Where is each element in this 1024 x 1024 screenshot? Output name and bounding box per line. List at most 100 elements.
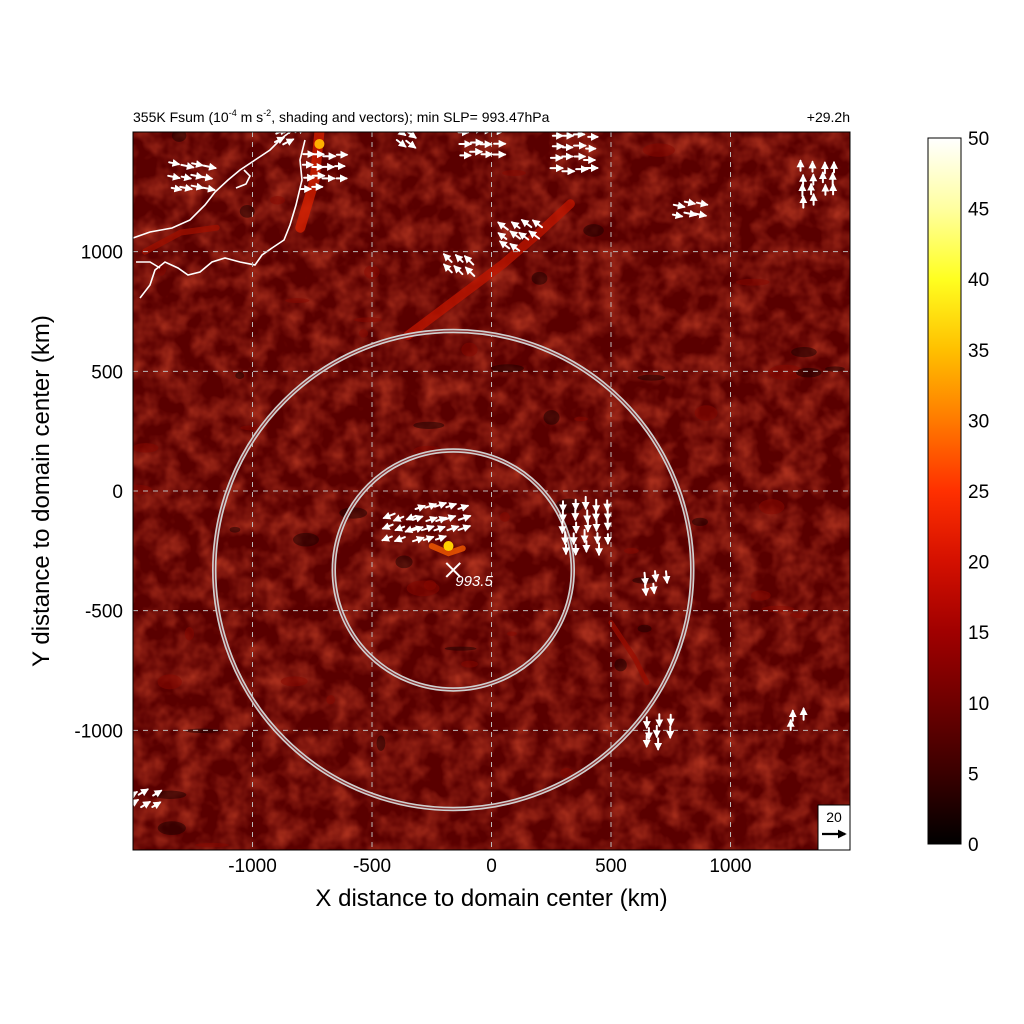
heatmap-blob [413,421,445,429]
x-tick-label: -1000 [228,856,277,877]
heatmap-blob [825,366,845,372]
heatmap-blob [444,646,477,651]
flux-vector [454,254,464,263]
heatmap-blob [768,364,804,381]
coastline-path [235,169,251,189]
reference-vector-box: 20 [817,804,851,851]
heatmap-streak [428,543,466,557]
flux-vector [518,231,530,241]
flux-vector [497,232,508,241]
heatmap-blob [491,364,524,373]
heatmap-blob [637,624,652,633]
x-tick-label: -500 [353,856,391,877]
heatmap-blob [195,842,230,848]
range-circles [212,328,695,812]
flux-vector [509,243,521,252]
flux-vector [137,788,149,797]
x-axis-title: X distance to domain center (km) [315,885,667,912]
flux-vector [191,160,204,168]
flux-vector [446,524,460,533]
colorbar-gradient [927,137,962,845]
x-tick-label: 0 [486,856,497,877]
chart-title: 355K Fsum (10-4 m s-2, shading and vecto… [133,108,550,125]
flux-vector [190,171,204,180]
colorbar-tick-label: 10 [968,694,989,715]
y-tick-labels: -1000 -500 0 500 1000 [74,243,123,743]
heatmap-blob [750,590,771,601]
flux-vector [463,255,475,266]
flux-vector [397,132,407,136]
heatmap-blob [506,631,517,637]
flux-vector [392,514,405,522]
flux-vector [275,132,288,136]
heatmap-blob [395,555,413,569]
coastline-path [139,139,306,299]
flux-vector [381,534,393,542]
coastline [133,132,306,299]
heatmap-blob [423,579,437,591]
heatmap-blob [157,674,182,690]
flux-vector [394,524,406,532]
heatmap-blob [229,526,241,533]
heatmap-blob [239,205,255,218]
flux-vector [531,219,543,229]
flux-vector [179,183,194,192]
heatmap-streak [141,224,220,255]
flux-vector [457,514,472,522]
flux-vector [683,198,697,207]
flux-vector [180,173,193,182]
heatmap-blob [358,329,369,338]
x-tick-label: 1000 [709,856,751,877]
range-circle-inner-stroke [213,330,693,810]
heatmap-blob [614,658,627,672]
heatmap-blob [692,517,708,527]
storm-center-x-stroke [445,562,461,578]
heatmap-streak [608,620,650,685]
flux-vector [180,162,195,170]
flux-vector [133,791,139,799]
flux-vector [294,132,306,135]
flux-vector [651,570,660,583]
flux-vector [167,172,181,181]
flux-vector [520,219,533,229]
flux-vector [404,525,417,533]
heatmap-blob [270,196,285,205]
heatmap-blob [285,298,310,304]
flux-vector [528,230,541,240]
y-tick-label: -1000 [74,721,123,742]
flux-vector [168,159,181,167]
heatmap-blob [791,347,817,358]
colorbar-tick-label: 45 [968,200,989,221]
flux-vector [453,265,464,276]
heatmap-hotspot [443,541,454,552]
flux-vector [641,571,649,587]
x-tick-labels: -1000 -500 0 500 1000 [228,856,751,877]
coastline-path [136,261,161,269]
heatmap-blob [326,695,336,705]
flux-vector [170,184,183,193]
heatmap-blob [531,271,548,285]
flux-vector [381,522,394,530]
colorbar-tick-label: 25 [968,482,989,503]
flux-vector [201,173,214,182]
flux-vector [464,266,476,277]
flux-vector [497,221,509,231]
flux-vector [282,138,295,146]
flux-vector [693,210,708,219]
flux-vector [202,162,217,171]
heatmap-blob [157,821,186,836]
heatmap-blob [623,547,639,554]
flux-vector [649,582,658,595]
heatmap-blob [280,676,308,687]
flux-vector [422,535,435,543]
flux-vector [457,504,470,512]
y-tick-label: 1000 [81,243,123,264]
min-slp-label: 993.5 [455,573,493,590]
y-tick-label: 500 [91,362,123,383]
y-axis-title: Y distance to domain center (km) [28,315,55,667]
colorbar-tick-labels: 0 5 10 15 20 25 30 35 40 45 50 [968,129,989,856]
heatmap-blob [171,132,187,142]
flux-vector [442,253,453,263]
heatmap-streak [403,199,575,340]
heatmap-blob [790,612,808,618]
